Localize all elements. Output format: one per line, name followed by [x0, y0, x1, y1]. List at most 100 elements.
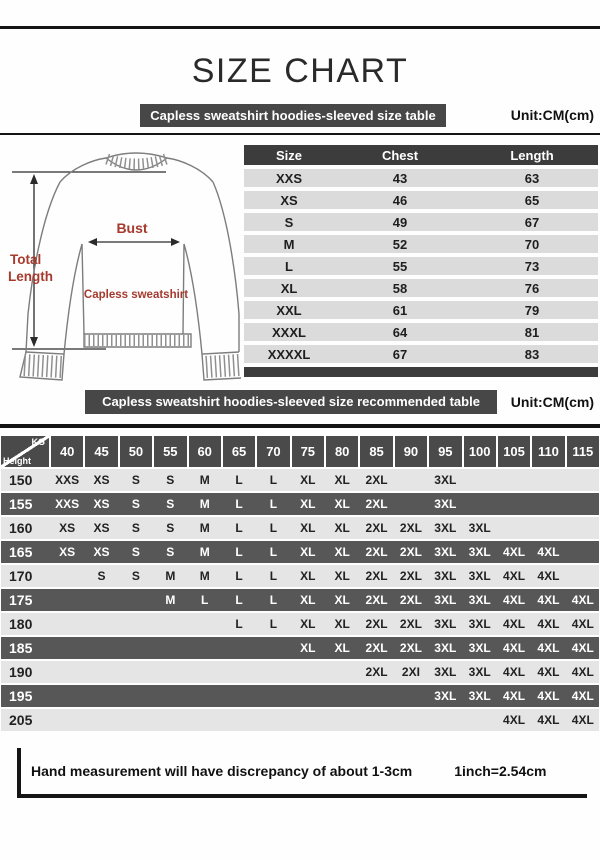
- table-row: XXL 61 79: [244, 301, 598, 319]
- size-cell: L: [285, 258, 293, 274]
- recommended-size-cell: 4XL: [571, 641, 594, 655]
- recommended-size-cell: 3XL: [468, 593, 491, 607]
- recommended-size-cell: 3XL: [434, 521, 457, 535]
- recommended-size-cell: L: [235, 569, 243, 583]
- height-label: 195: [9, 688, 33, 704]
- length-cell: 63: [524, 170, 540, 186]
- table-row: 155 XXS XS S S M L L XL XL 2XL 3XL: [1, 493, 599, 515]
- recommended-size-cell: 4XL: [537, 593, 560, 607]
- recommended-size-cell: [395, 469, 427, 491]
- recommended-size-cell: [257, 637, 289, 659]
- table-row: 175 M L L L XL XL 2XL 2XL 3XL 3XL 4XL 4XL 4XL: [1, 589, 599, 611]
- recommended-size-cell: XL: [300, 545, 316, 559]
- recommended-size-cell: S: [131, 521, 140, 535]
- recommended-size-cell: 3XL: [468, 641, 491, 655]
- size-cell: XXXXL: [267, 346, 311, 362]
- height-label: 205: [9, 712, 33, 728]
- recommended-size-cell: [360, 709, 392, 731]
- recommended-size-cell: XL: [334, 521, 350, 535]
- recommended-size-cell: M: [165, 593, 176, 607]
- recommended-size-cell: S: [166, 497, 175, 511]
- recommended-size-cell: XL: [300, 521, 316, 535]
- recommended-size-cell: 3XL: [434, 665, 457, 679]
- table-row: XXXXL 67 83: [244, 345, 598, 363]
- recommended-size-cell: [51, 589, 83, 611]
- weight-header-cell: 60: [188, 436, 221, 467]
- weight-header-cell: 45: [85, 436, 118, 467]
- recommended-size-cell: 2XL: [399, 593, 422, 607]
- recommended-size-cell: 2XL: [365, 593, 388, 607]
- recommended-size-cell: L: [269, 497, 278, 511]
- recommended-size-cell: [395, 685, 427, 707]
- weight-header-cell: 95: [429, 436, 462, 467]
- recommended-size-cell: [498, 517, 530, 539]
- recommended-size-cell: 2XL: [399, 569, 422, 583]
- recommended-size-cell: 4XL: [537, 617, 560, 631]
- recommended-size-cell: [189, 685, 221, 707]
- recommended-size-cell: 2XL: [365, 473, 388, 487]
- recommended-size-cell: 2XL: [365, 497, 388, 511]
- recommended-size-cell: [51, 637, 83, 659]
- recommended-size-cell: 4XL: [537, 641, 560, 655]
- recommended-size-cell: [154, 709, 186, 731]
- recommended-size-cell: L: [269, 545, 278, 559]
- size-cell: XL: [280, 280, 298, 296]
- length-cell: 65: [524, 192, 540, 208]
- weight-header-cell: 50: [119, 436, 153, 467]
- recommended-size-cell: L: [201, 593, 209, 607]
- recommended-size-cell: 4XL: [537, 713, 560, 727]
- recommended-size-cell: [532, 493, 564, 515]
- total-length-label-line2: Length: [8, 269, 53, 284]
- column-header-length: Length: [510, 147, 554, 163]
- recommended-size-cell: [257, 685, 289, 707]
- chest-cell: 58: [392, 280, 408, 296]
- length-cell: 70: [524, 236, 540, 252]
- recommended-size-cell: [85, 637, 117, 659]
- chest-cell: 67: [392, 346, 408, 362]
- mid-rule: [0, 133, 600, 135]
- size-table-body: XXS 43 63 XS 46 65 S 49 67 M 52 70 L 55 73 XL 58 76 XXL 61 7…: [244, 169, 598, 363]
- recommended-size-cell: 2XL: [365, 617, 388, 631]
- recommended-size-cell: XL: [300, 641, 316, 655]
- recommended-size-cell: 3XL: [434, 617, 457, 631]
- recommended-size-cell: [292, 661, 324, 683]
- length-cell: 76: [524, 280, 540, 296]
- recommended-size-cell: [189, 637, 221, 659]
- recommended-size-cell: [532, 517, 564, 539]
- table-row: 185 XL XL 2XL 2XL 3XL 3XL 4XL 4XL 4XL: [1, 637, 599, 659]
- recommended-size-cell: 2XL: [365, 521, 388, 535]
- weight-header-cell: 85: [360, 436, 393, 467]
- recommended-size-cell: 3XL: [468, 665, 491, 679]
- table-row: XL 58 76: [244, 279, 598, 297]
- recommended-size-cell: [292, 709, 324, 731]
- size-cell: XS: [280, 192, 298, 208]
- recommended-size-cell: S: [131, 545, 140, 559]
- weight-header-cell: 115: [566, 436, 599, 467]
- recommended-size-cell: XL: [334, 641, 350, 655]
- recommended-size-cell: L: [269, 617, 278, 631]
- recommended-size-cell: L: [269, 593, 278, 607]
- recommended-size-cell: L: [269, 473, 278, 487]
- table-row: 180 L L XL XL 2XL 2XL 3XL 3XL 4XL 4XL 4XL: [1, 613, 599, 635]
- recommended-size-cell: 2XL: [365, 665, 388, 679]
- recommended-size-cell: [51, 565, 83, 587]
- corner-kg-label: KG: [31, 437, 46, 447]
- size-cell: M: [283, 236, 295, 252]
- recommended-size-cell: 4XL: [537, 569, 560, 583]
- recommended-size-cell: [51, 613, 83, 635]
- weight-header-cell: 65: [222, 436, 256, 467]
- recommended-size-cell: S: [97, 569, 106, 583]
- recommended-size-cell: 3XL: [468, 569, 491, 583]
- recommended-size-cell: S: [166, 545, 175, 559]
- chest-cell: 49: [392, 214, 408, 230]
- recommended-size-cell: XS: [93, 497, 110, 511]
- recommended-size-cell: [326, 709, 358, 731]
- height-label: 170: [9, 568, 33, 584]
- recommended-size-cell: [464, 709, 496, 731]
- recommended-size-cell: 4XL: [537, 689, 560, 703]
- recommended-size-cell: [326, 661, 358, 683]
- height-label: 165: [9, 544, 33, 560]
- recommended-size-cell: XXS: [55, 473, 80, 487]
- weight-header-cell: 40: [51, 436, 84, 467]
